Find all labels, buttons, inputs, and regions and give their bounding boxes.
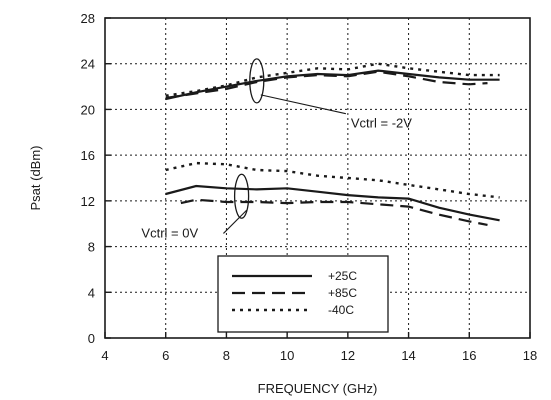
y-tick-label: 12 (81, 194, 95, 209)
y-tick-label: 24 (81, 57, 95, 72)
x-tick-label: 18 (523, 348, 537, 363)
y-tick-label: 0 (88, 331, 95, 346)
y-tick-label: 8 (88, 240, 95, 255)
series-line-g2-solid (165, 184, 500, 222)
x-tick-label: 14 (401, 348, 415, 363)
y-axis-title: Psat (dBm) (28, 145, 43, 210)
annotation-leader (260, 94, 347, 115)
legend-label: +25C (328, 269, 357, 283)
legend-label: -40C (328, 303, 354, 317)
annotation-label: Vctrl = -2V (351, 116, 412, 131)
series-line-g1-dashed (165, 70, 488, 100)
x-tick-label: 10 (280, 348, 294, 363)
series-layer (165, 62, 500, 226)
plot-frame (104, 17, 531, 339)
legend-label: +85C (328, 286, 357, 300)
series-line-g2-dotted (165, 161, 500, 199)
annotation-ellipse (249, 58, 265, 104)
x-tick-label: 6 (162, 348, 169, 363)
x-tick-label: 16 (462, 348, 476, 363)
annotation-ellipse (233, 173, 250, 219)
legend: +25C +85C -40C (217, 255, 389, 333)
x-tick-label: 4 (101, 348, 108, 363)
annotations: Vctrl = -2V Vctrl = 0V (141, 58, 412, 240)
y-tick-label: 16 (81, 148, 95, 163)
y-tick-label: 28 (81, 11, 95, 26)
annotation-leader (223, 209, 247, 234)
x-axis-title: FREQUENCY (GHz) (258, 381, 378, 396)
series-line-g2-dashed (180, 198, 488, 226)
series-line-g1-dotted (165, 62, 500, 97)
x-tick-label: 12 (341, 348, 355, 363)
y-tick-label: 4 (88, 285, 95, 300)
y-tick-label: 20 (81, 102, 95, 117)
x-tick-label: 8 (223, 348, 230, 363)
annotation-label: Vctrl = 0V (141, 225, 198, 240)
